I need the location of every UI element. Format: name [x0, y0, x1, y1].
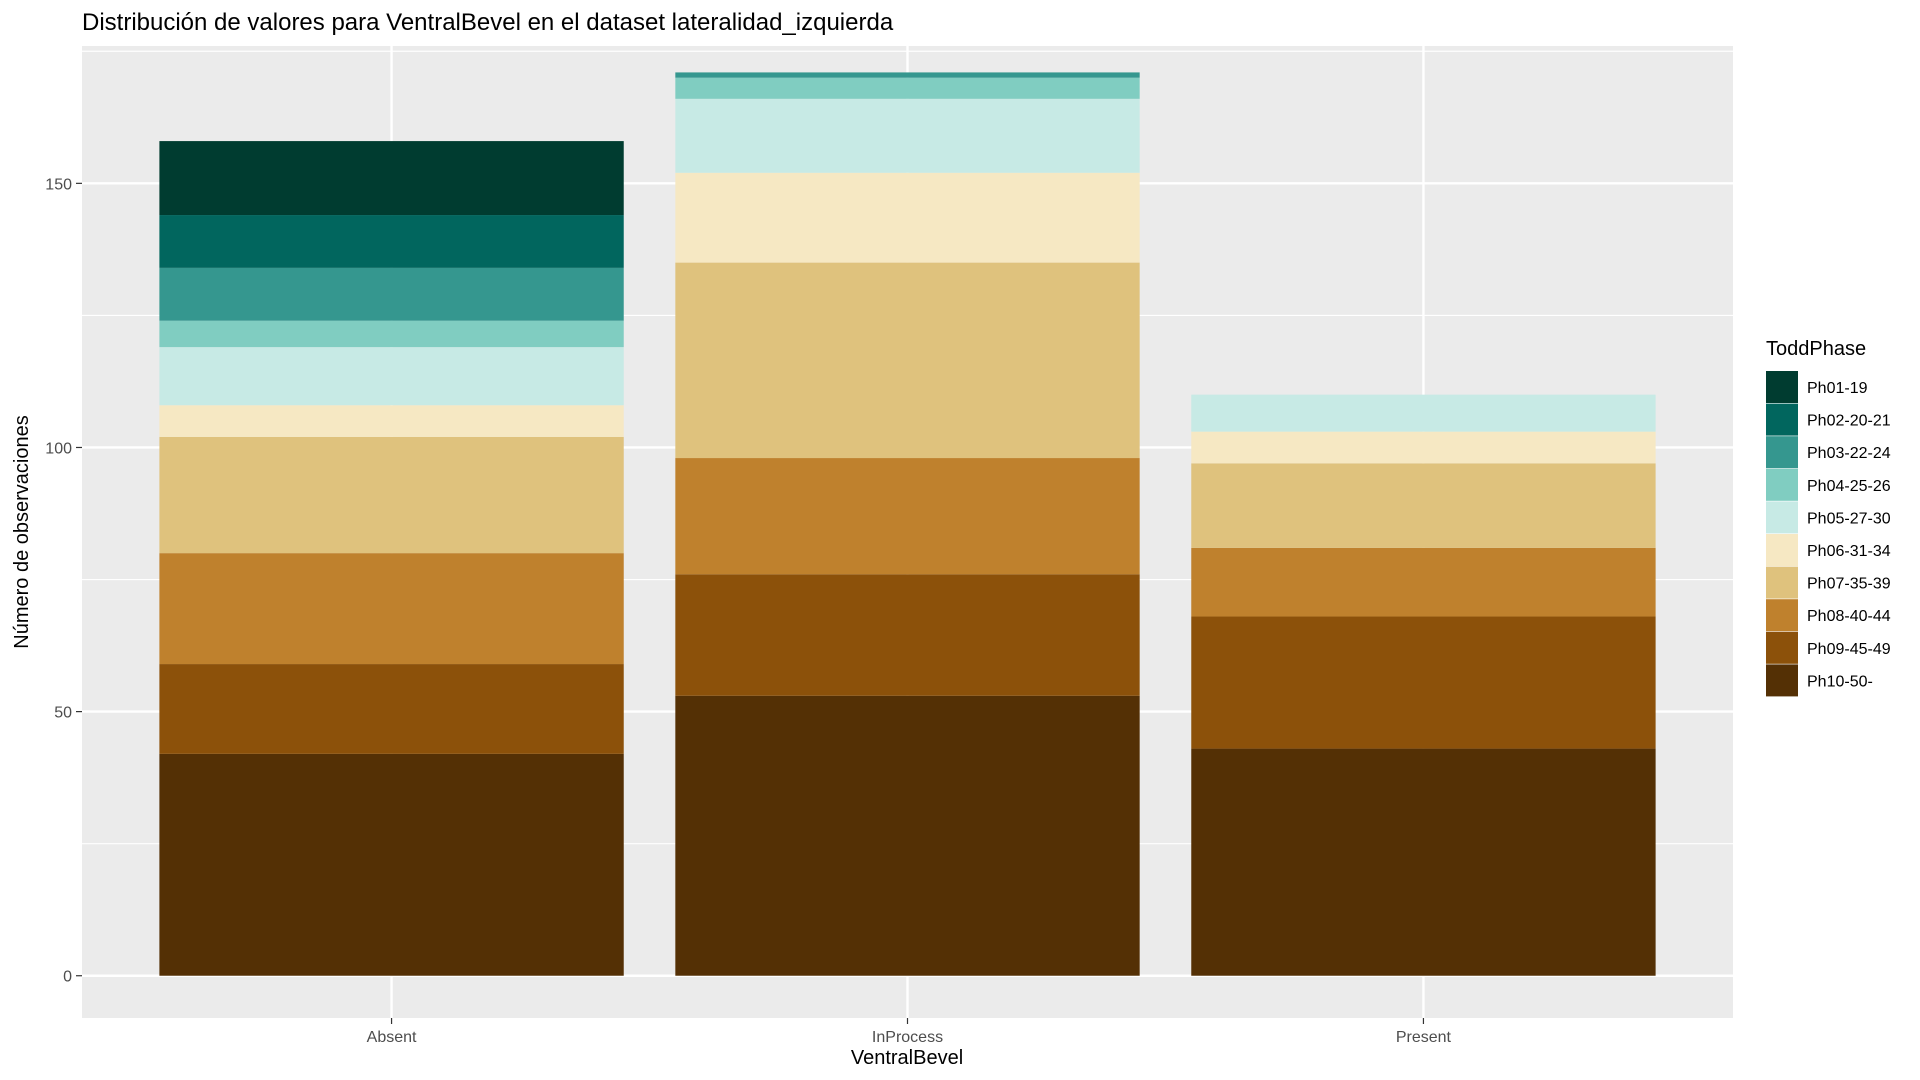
bar-segment [159, 141, 624, 216]
legend-swatch [1766, 403, 1798, 436]
x-tick-label: Absent [367, 1029, 417, 1046]
bar-segment [1191, 431, 1656, 464]
bar-segment [1191, 616, 1656, 749]
bar-segment [675, 458, 1140, 575]
x-axis-title: VentralBevel [851, 1047, 963, 1069]
legend-swatch [1766, 501, 1798, 534]
legend-label: Ph08-40-44 [1807, 608, 1891, 625]
y-tick-label: 0 [63, 969, 72, 986]
bar-segment [159, 320, 624, 348]
x-tick-label: InProcess [872, 1029, 943, 1046]
bar-segment [675, 77, 1140, 99]
legend-label: Ph05-27-30 [1807, 510, 1891, 527]
legend-swatch [1766, 664, 1798, 697]
legend-swatch [1766, 566, 1798, 599]
legend-label: Ph10-50- [1807, 673, 1873, 690]
bar-segment [159, 215, 624, 268]
bars [159, 72, 1656, 976]
bar-segment [1191, 394, 1656, 432]
y-tick-label: 100 [45, 440, 72, 457]
legend-label: Ph02-20-21 [1807, 413, 1891, 430]
bar-segment [675, 574, 1140, 696]
bar-segment [159, 753, 624, 976]
bar-segment [159, 553, 624, 665]
bar-segment [159, 436, 624, 554]
y-axis-title: Número de observaciones [11, 415, 33, 648]
legend-label: Ph01-19 [1807, 380, 1868, 397]
y-tick-label: 150 [45, 176, 72, 193]
bar-segment [1191, 748, 1656, 976]
bar-segment [159, 664, 624, 754]
legend-label: Ph06-31-34 [1807, 543, 1891, 560]
legend-title: ToddPhase [1766, 338, 1866, 360]
legend: ToddPhase Ph01-19 Ph02-20-21 Ph03-22-24 Ph0… [1766, 338, 1891, 697]
bar-segment [675, 72, 1140, 78]
legend-label: Ph04-25-26 [1807, 478, 1891, 495]
bar-segment [675, 695, 1140, 976]
x-tick-label: Present [1396, 1029, 1452, 1046]
legend-swatch [1766, 534, 1798, 566]
legend-label: Ph03-22-24 [1807, 445, 1891, 462]
legend-swatch [1766, 599, 1798, 632]
bar-segment [675, 172, 1140, 263]
bar-segment [1191, 463, 1656, 548]
legend-swatch [1766, 631, 1798, 664]
x-axis-ticks: Absent InProcess Present [367, 1018, 1452, 1046]
bar-segment [675, 262, 1140, 459]
legend-label: Ph07-35-39 [1807, 576, 1891, 593]
chart-title: Distribución de valores para VentralBeve… [82, 9, 894, 36]
legend-swatch [1766, 371, 1798, 403]
bar-segment [159, 347, 624, 406]
bar-segment [159, 267, 624, 321]
legend-swatch [1766, 468, 1798, 501]
y-tick-label: 50 [54, 705, 72, 722]
bar-segment [1191, 547, 1656, 617]
bar-segment [159, 405, 624, 437]
legend-swatch [1766, 436, 1798, 469]
y-axis-ticks: 0 50 100 150 [45, 176, 82, 986]
legend-label: Ph09-45-49 [1807, 641, 1891, 658]
bar-segment [675, 98, 1140, 173]
